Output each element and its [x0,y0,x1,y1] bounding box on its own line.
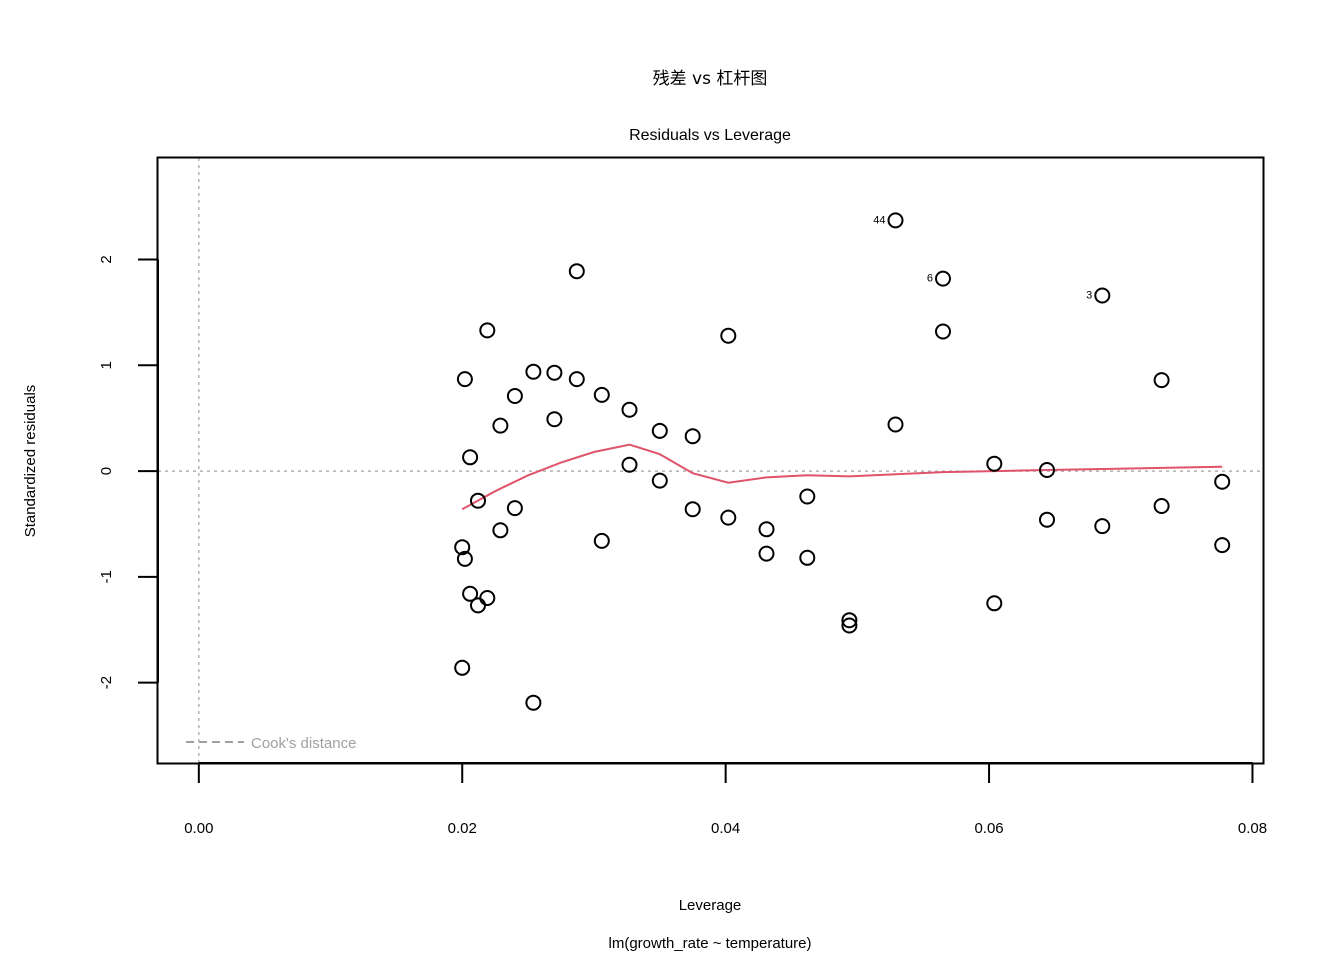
data-point [492,417,509,434]
data-point [479,590,496,606]
data-point [593,532,610,549]
data-point [454,659,471,676]
data-point [1153,372,1170,389]
chart-subtitle: Residuals vs Leverage [629,127,791,144]
data-point [651,472,668,489]
data-point [593,386,610,403]
y-tick-label: 1 [98,361,115,369]
plot-frame [156,156,1265,765]
smooth-line-group [461,443,1223,511]
data-point [621,401,638,418]
data-point [758,521,775,538]
data-point [799,488,816,505]
data-point [1039,511,1055,528]
data-point [684,501,701,518]
data-point [684,428,701,445]
data-point [568,371,585,388]
data-point [887,212,904,229]
data-point [546,364,563,381]
data-point [1094,287,1111,304]
data-point [986,455,1003,472]
data-point [470,492,486,509]
data-point [651,422,668,439]
data-point [454,539,471,556]
point-label: 3 [1086,290,1092,302]
y-tick-label: 0 [98,467,115,475]
smooth-line [461,443,1223,511]
data-point [841,612,858,629]
data-point [720,509,737,526]
x-axis: 0.00 0.02 0.04 0.06 0.08 [184,762,1267,837]
legend-label: Cook's distance [251,735,356,752]
y-tick-label: 2 [98,255,115,263]
data-point [1039,462,1055,478]
legend: Cook's distance [186,735,356,752]
x-tick-label: 0.02 [448,820,477,837]
data-point [546,411,563,428]
data-point [720,327,737,344]
data-point [525,363,542,380]
reference-lines [158,158,1263,763]
x-tick-label: 0.06 [974,820,1003,837]
data-point [462,585,479,602]
chart-title: 残差 vs 杠杆图 [653,69,768,89]
data-point [758,545,775,562]
points-group [454,212,1231,711]
data-point [1214,537,1231,554]
data-point [506,500,523,517]
data-point [462,449,479,466]
data-point [506,388,523,404]
data-point [986,595,1003,612]
data-point [887,416,904,433]
y-axis-label: Standardized residuals [22,385,39,538]
data-point [568,263,585,280]
data-point [1153,498,1170,514]
data-point [621,456,638,473]
data-point [1214,473,1231,490]
y-tick-label: -1 [98,570,115,583]
data-point [799,549,816,566]
x-tick-label: 0.00 [184,820,213,837]
data-point [935,323,951,340]
x-tick-label: 0.04 [711,820,740,837]
data-point [935,270,951,287]
x-tick-label: 0.08 [1238,820,1267,837]
point-label: 44 [873,214,885,226]
data-point [456,371,473,388]
model-caption: lm(growth_rate ~ temperature) [609,935,812,952]
data-point [470,597,486,614]
data-point [525,694,542,711]
data-point [841,617,858,634]
point-labels-group: 44 6 3 [873,214,1092,301]
data-point [479,322,496,339]
y-axis: -2 -1 0 1 2 [98,255,159,689]
x-axis-label: Leverage [679,897,742,914]
y-tick-label: -2 [98,676,115,689]
point-label: 6 [927,273,933,285]
data-point [456,550,473,567]
data-point [492,522,509,539]
data-point [1094,518,1111,535]
